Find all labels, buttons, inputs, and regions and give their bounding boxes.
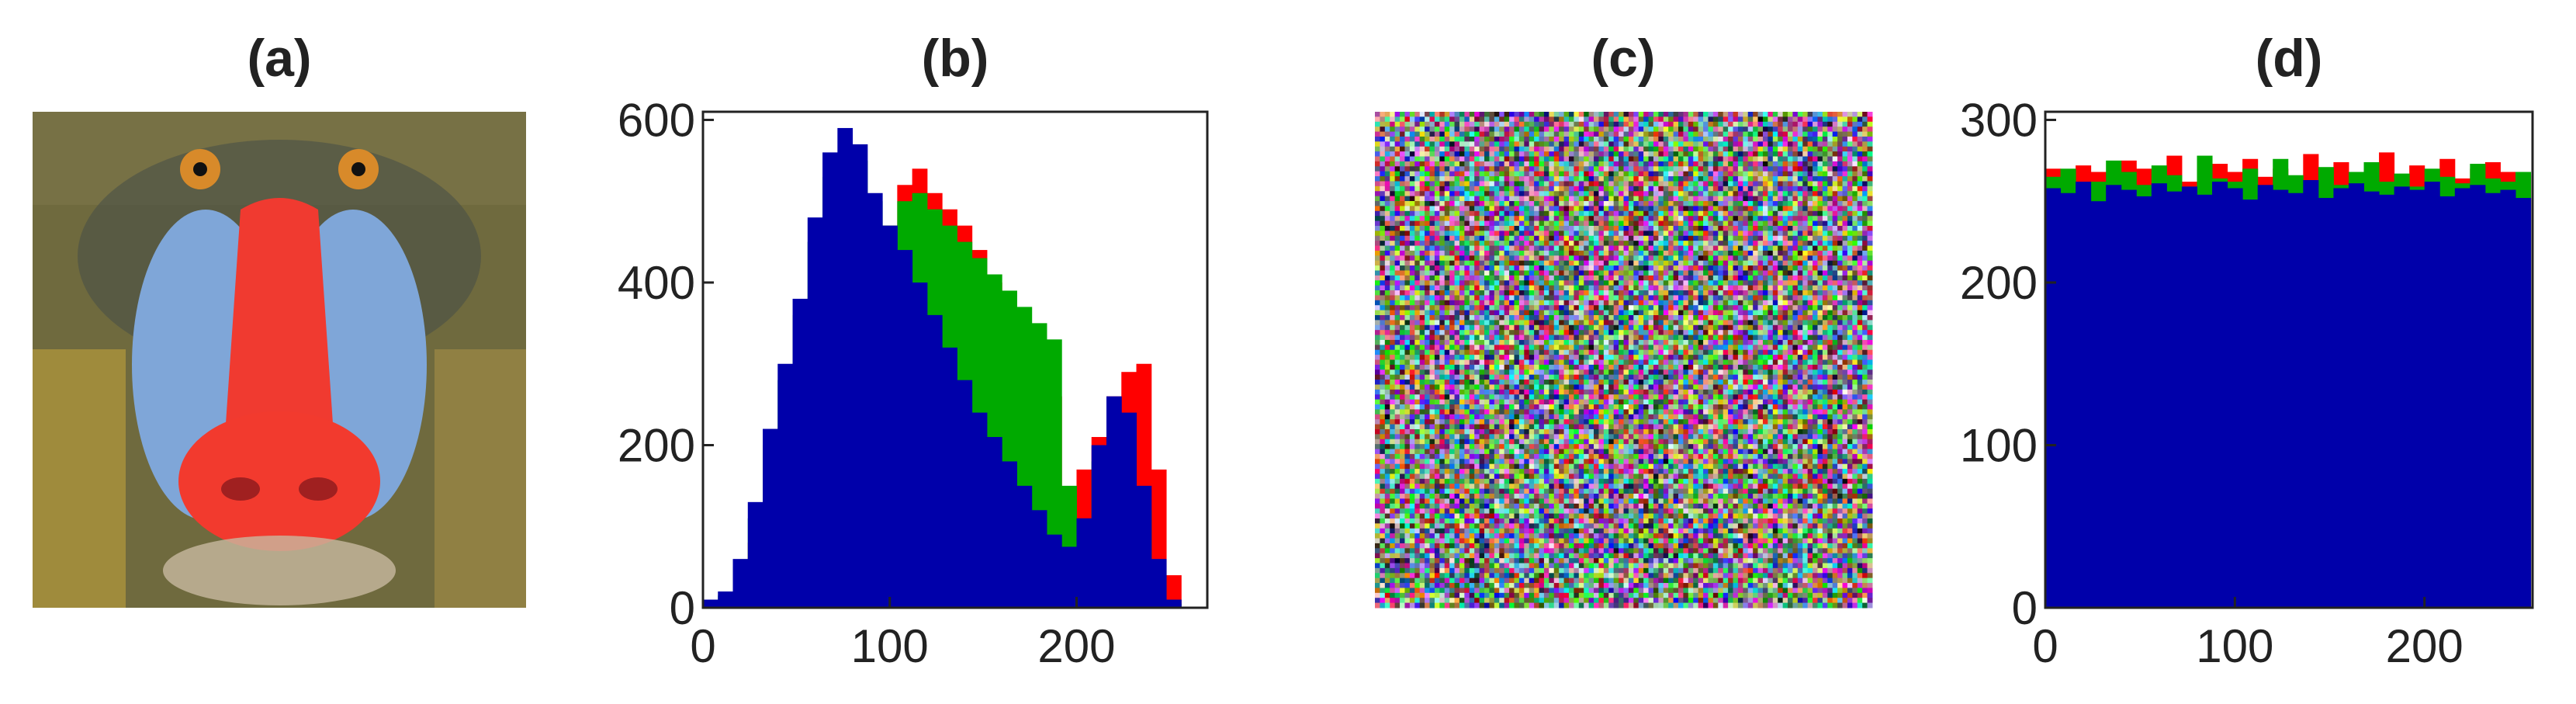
- histogram-bar: [1091, 445, 1107, 608]
- histogram-bar: [1002, 461, 1017, 608]
- y-tick-label: 100: [1960, 419, 2038, 471]
- histogram-bar: [2515, 198, 2532, 609]
- noise-image: [1375, 112, 1873, 609]
- histogram-bar: [1076, 518, 1092, 608]
- histogram-bar: [2424, 182, 2440, 609]
- histogram-bar: [1136, 485, 1152, 608]
- mandrill-image: [33, 112, 526, 608]
- histogram-bar: [718, 591, 734, 608]
- histogram-bar: [703, 599, 718, 608]
- y-tick-label: 200: [618, 419, 695, 471]
- histogram-bar: [867, 192, 883, 609]
- histogram-bar: [2227, 188, 2243, 608]
- histogram-bar: [732, 559, 749, 608]
- panel-title: (a): [247, 29, 311, 88]
- histogram-bar: [792, 298, 808, 608]
- histogram-bar: [2257, 185, 2273, 608]
- histogram-bar: [777, 363, 794, 608]
- histogram-bar: [2242, 199, 2259, 609]
- histogram-bar: [1046, 534, 1062, 608]
- histogram-bar: [2121, 189, 2137, 608]
- y-tick-label: 0: [2012, 582, 2038, 634]
- histogram-bar: [2303, 179, 2319, 609]
- histogram-bar: [1166, 599, 1182, 608]
- histogram-bar: [2151, 183, 2167, 609]
- panel-title: (d): [2256, 29, 2323, 88]
- y-tick-label: 200: [1960, 257, 2038, 309]
- axes-box: [2044, 110, 2534, 609]
- histogram-bar: [1016, 485, 1033, 608]
- histogram-bar: [2090, 201, 2107, 609]
- histogram-bar: [2500, 189, 2516, 608]
- y-tick-label: 400: [618, 257, 695, 309]
- histogram-bar: [2106, 185, 2122, 608]
- histogram-bar: [2287, 192, 2304, 609]
- histogram-bar: [912, 282, 928, 608]
- histogram-bar: [2470, 185, 2486, 608]
- axes-box: [701, 110, 1209, 609]
- histogram-bar: [897, 250, 913, 608]
- x-tick-label: 100: [2196, 620, 2273, 672]
- histogram-bar: [2363, 191, 2380, 609]
- y-tick-label: 300: [1960, 94, 2038, 146]
- histogram-bar: [2333, 188, 2349, 608]
- histogram-bar: [2379, 194, 2395, 608]
- histogram-bar: [2136, 196, 2152, 608]
- x-tick-label: 0: [2032, 620, 2058, 672]
- x-tick-label: 0: [690, 620, 715, 672]
- histogram-bar: [2166, 191, 2183, 609]
- histogram-bar: [1121, 412, 1137, 608]
- histogram-bar: [882, 225, 898, 608]
- histogram-bar: [2394, 186, 2410, 608]
- x-tick-label: 200: [1037, 620, 1115, 672]
- x-tick-label: 100: [851, 620, 929, 672]
- histogram-bar: [747, 501, 763, 608]
- x-tick-label: 200: [2386, 620, 2463, 672]
- panel-title: (b): [922, 29, 989, 88]
- histogram-bar: [2318, 198, 2334, 609]
- histogram-bar: [2454, 188, 2470, 608]
- histogram-bar: [2045, 188, 2062, 608]
- histogram-bar: [942, 347, 957, 608]
- panel-title: (c): [1591, 29, 1655, 88]
- histogram-bar: [2484, 192, 2501, 609]
- histogram-bar: [2348, 183, 2365, 609]
- histogram-bar: [2439, 196, 2456, 608]
- histogram-bar: [2409, 189, 2425, 608]
- histogram-bar: [1061, 546, 1077, 608]
- histogram-bar: [2181, 186, 2197, 608]
- histogram-bar: [1151, 559, 1167, 608]
- histogram-bar: [2060, 192, 2076, 609]
- histogram-bar: [837, 127, 853, 609]
- histogram-bar: [2197, 194, 2213, 608]
- histogram-bar: [852, 144, 868, 609]
- histogram-bar: [957, 380, 973, 608]
- histogram-bar: [986, 437, 1002, 608]
- histogram-bar: [2212, 182, 2228, 609]
- histogram-bar: [807, 217, 823, 608]
- y-tick-label: 600: [618, 94, 695, 146]
- histogram-bar: [926, 314, 943, 608]
- histogram-bar: [2076, 182, 2092, 609]
- histogram-bar: [971, 412, 988, 608]
- histogram-bar: [2273, 189, 2289, 608]
- y-tick-label: 0: [670, 582, 695, 634]
- histogram-bar: [763, 428, 778, 608]
- histogram-bar: [822, 152, 838, 608]
- histogram-bar: [1106, 396, 1122, 608]
- histogram-bar: [1031, 510, 1047, 608]
